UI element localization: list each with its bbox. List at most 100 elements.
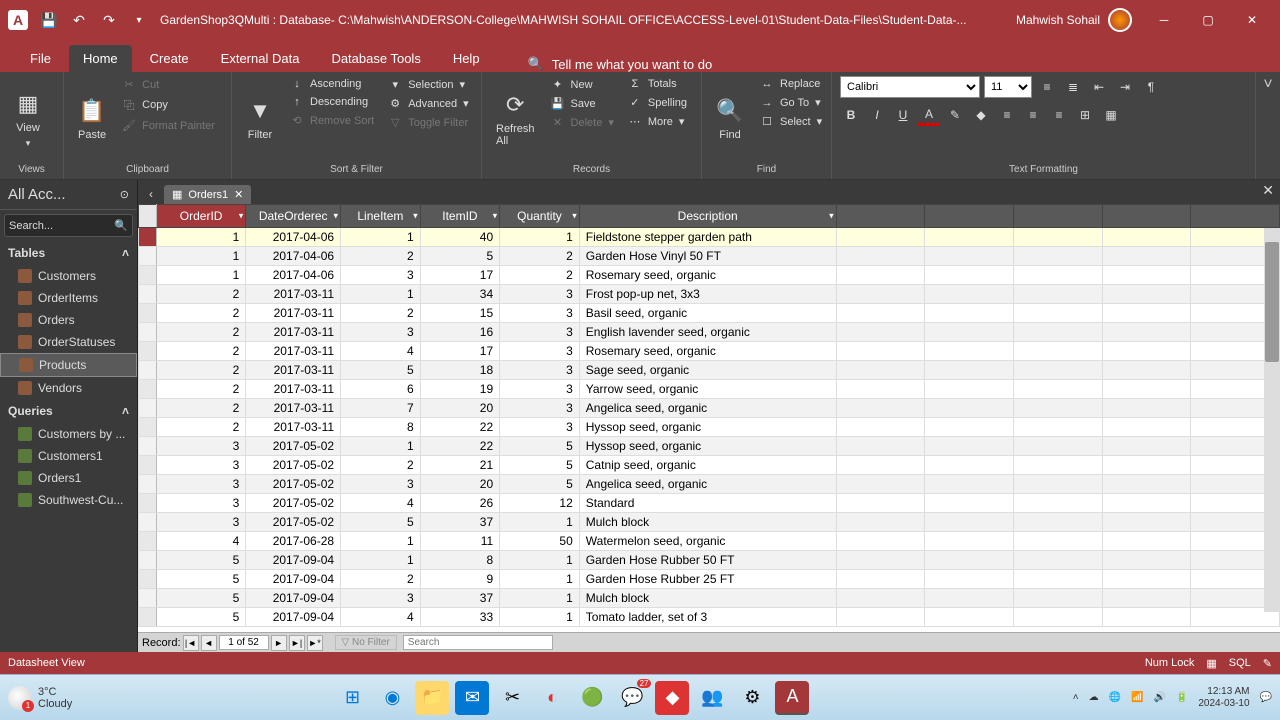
row-selector[interactable]	[139, 456, 157, 475]
cell[interactable]: 2	[156, 399, 245, 418]
close-tab-icon[interactable]: ✕	[234, 188, 243, 201]
gridlines-button[interactable]: ⊞	[1074, 104, 1096, 126]
copy-button[interactable]: ⿻Copy	[118, 95, 219, 115]
delete-button[interactable]: ✕Delete ▾	[547, 114, 618, 131]
table-row[interactable]: 22017-03-115183Sage seed, organic	[139, 361, 1280, 380]
empty-column[interactable]	[1102, 205, 1191, 228]
collapse-nav-button[interactable]: ‹	[142, 184, 160, 204]
cell[interactable]: Frost pop-up net, 3x3	[579, 285, 836, 304]
empty-column[interactable]	[1013, 205, 1102, 228]
cell[interactable]: 5	[156, 589, 245, 608]
cell[interactable]: Mulch block	[579, 589, 836, 608]
tab-database-tools[interactable]: Database Tools	[317, 45, 434, 72]
cell[interactable]: 3	[500, 380, 580, 399]
table-row[interactable]: 22017-03-118223Hyssop seed, organic	[139, 418, 1280, 437]
snip-icon[interactable]: ✂	[495, 681, 529, 715]
column-header[interactable]: DateOrderec▾	[246, 205, 341, 228]
maximize-button[interactable]: ▢	[1188, 4, 1228, 36]
cell[interactable]: 5	[500, 437, 580, 456]
totals-button[interactable]: ΣTotals	[624, 76, 691, 92]
bold-button[interactable]: B	[840, 104, 862, 126]
nav-table-orders[interactable]: Orders	[0, 309, 137, 331]
table-row[interactable]: 22017-03-114173Rosemary seed, organic	[139, 342, 1280, 361]
nav-table-products[interactable]: Products	[0, 353, 137, 377]
column-header[interactable]: Description▾	[579, 205, 836, 228]
onedrive-icon[interactable]: ☁	[1089, 692, 1099, 703]
cell[interactable]: 5	[500, 456, 580, 475]
nav-query-item[interactable]: Customers by ...	[0, 423, 137, 445]
cell[interactable]: Yarrow seed, organic	[579, 380, 836, 399]
wifi-icon[interactable]: 📶	[1131, 692, 1143, 703]
row-selector[interactable]	[139, 285, 157, 304]
table-row[interactable]: 22017-03-113163English lavender seed, or…	[139, 323, 1280, 342]
row-selector[interactable]	[139, 342, 157, 361]
column-header[interactable]: Quantity▾	[500, 205, 580, 228]
notifications-icon[interactable]: 💬	[1260, 692, 1272, 703]
cell[interactable]: 2	[156, 418, 245, 437]
cell[interactable]: 1	[500, 608, 580, 627]
cell[interactable]: 2017-03-11	[246, 323, 341, 342]
next-record-button[interactable]: ►	[271, 635, 287, 651]
filter-indicator[interactable]: ▽ No Filter	[335, 635, 397, 650]
nav-dropdown-icon[interactable]: ⊙	[120, 188, 129, 201]
datasheet[interactable]: OrderID▾DateOrderec▾LineItem▾ItemID▾Quan…	[138, 204, 1280, 632]
cell[interactable]: 2017-04-06	[246, 266, 341, 285]
table-row[interactable]: 32017-05-023205Angelica seed, organic	[139, 475, 1280, 494]
cell[interactable]: 5	[156, 570, 245, 589]
table-row[interactable]: 32017-05-021225Hyssop seed, organic	[139, 437, 1280, 456]
prev-record-button[interactable]: ◄	[201, 635, 217, 651]
view-button[interactable]: ▦ View ▾	[8, 76, 48, 162]
cell[interactable]: 1	[156, 228, 245, 247]
cell[interactable]: 3	[156, 475, 245, 494]
row-selector[interactable]	[139, 247, 157, 266]
cell[interactable]: 5	[500, 475, 580, 494]
cell[interactable]: 2017-04-06	[246, 247, 341, 266]
cell[interactable]: 3	[156, 494, 245, 513]
row-selector[interactable]	[139, 380, 157, 399]
cell[interactable]: 2017-05-02	[246, 475, 341, 494]
cell[interactable]: 2	[341, 247, 421, 266]
table-row[interactable]: 22017-03-111343Frost pop-up net, 3x3	[139, 285, 1280, 304]
cell[interactable]: 6	[341, 380, 421, 399]
cell[interactable]: 4	[341, 608, 421, 627]
row-selector[interactable]	[139, 418, 157, 437]
nav-table-orderitems[interactable]: OrderItems	[0, 287, 137, 309]
align-left-button[interactable]: ≡	[996, 104, 1018, 126]
cell[interactable]: Tomato ladder, set of 3	[579, 608, 836, 627]
cell[interactable]: 12	[500, 494, 580, 513]
empty-column[interactable]	[1191, 205, 1280, 228]
empty-column[interactable]	[836, 205, 925, 228]
table-row[interactable]: 42017-06-2811150Watermelon seed, organic	[139, 532, 1280, 551]
cell[interactable]: 3	[341, 475, 421, 494]
cell[interactable]: 20	[420, 475, 499, 494]
cell[interactable]: 3	[500, 342, 580, 361]
cell[interactable]: 3	[500, 361, 580, 380]
cell[interactable]: 33	[420, 608, 499, 627]
table-row[interactable]: 32017-05-025371Mulch block	[139, 513, 1280, 532]
undo-icon[interactable]: ↶	[70, 11, 88, 29]
cell[interactable]: 19	[420, 380, 499, 399]
cell[interactable]: 3	[500, 418, 580, 437]
fill-color-button[interactable]: ◆	[970, 104, 992, 126]
cell[interactable]: Hyssop seed, organic	[579, 437, 836, 456]
cell[interactable]: 3	[156, 456, 245, 475]
cell[interactable]: 3	[341, 323, 421, 342]
cell[interactable]: 17	[420, 266, 499, 285]
cell[interactable]: 17	[420, 342, 499, 361]
underline-button[interactable]: U	[892, 104, 914, 126]
collapse-ribbon-button[interactable]: ˅	[1256, 72, 1280, 179]
bullets-icon[interactable]: ≡	[1036, 76, 1058, 98]
cell[interactable]: 3	[500, 399, 580, 418]
cell[interactable]: Garden Hose Rubber 25 FT	[579, 570, 836, 589]
row-selector[interactable]	[139, 361, 157, 380]
cell[interactable]: 2017-03-11	[246, 342, 341, 361]
column-header[interactable]: OrderID▾	[156, 205, 245, 228]
cell[interactable]: 4	[341, 342, 421, 361]
new-record-button[interactable]: ►*	[307, 635, 323, 651]
cell[interactable]: 2017-05-02	[246, 494, 341, 513]
cell[interactable]: Angelica seed, organic	[579, 399, 836, 418]
remove-sort-button[interactable]: ⟲Remove Sort	[286, 112, 378, 129]
cell[interactable]: 5	[156, 608, 245, 627]
close-button[interactable]: ✕	[1232, 4, 1272, 36]
cell[interactable]: 1	[341, 285, 421, 304]
